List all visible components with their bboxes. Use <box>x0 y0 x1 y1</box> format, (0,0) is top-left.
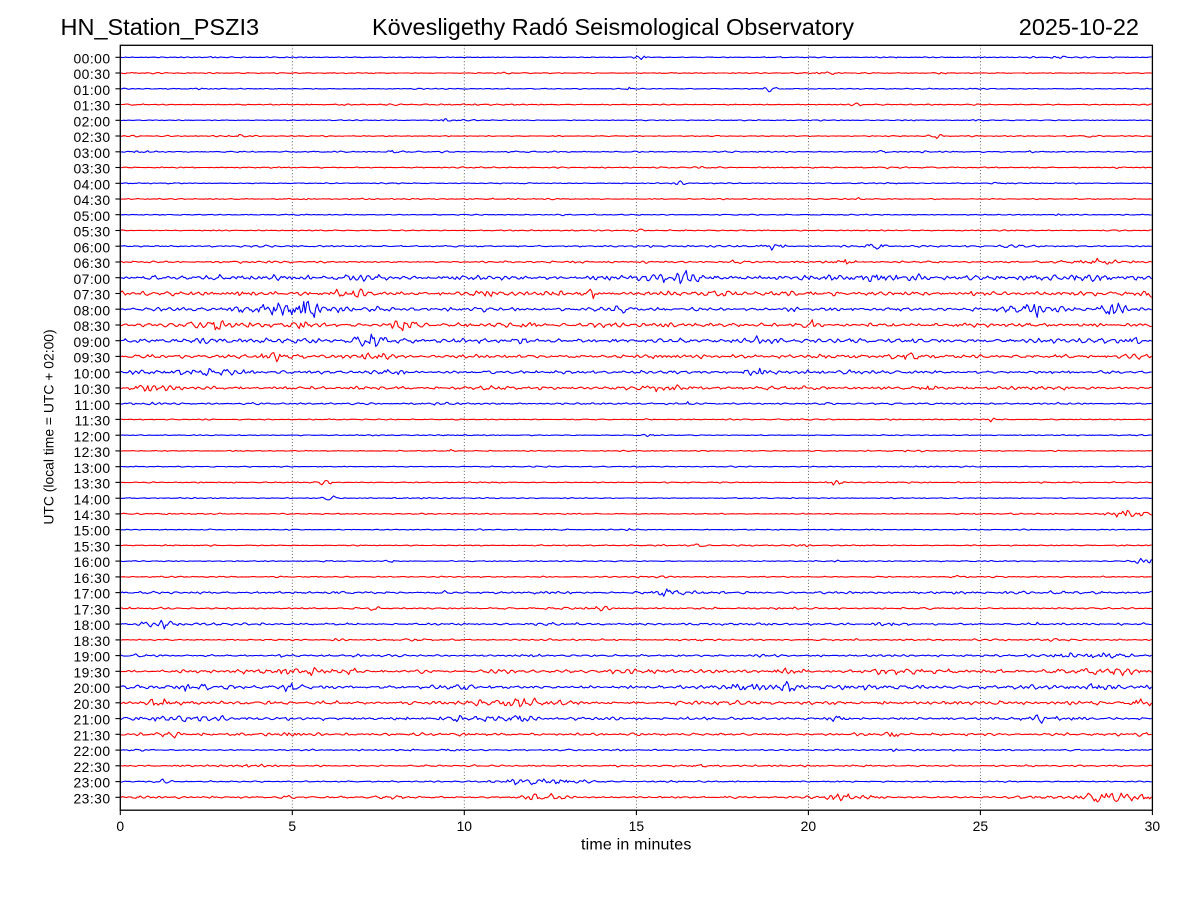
svg-text:02:00: 02:00 <box>73 113 110 129</box>
svg-text:5: 5 <box>288 818 296 834</box>
svg-text:09:00: 09:00 <box>73 334 110 350</box>
svg-text:time in minutes: time in minutes <box>581 837 692 854</box>
svg-text:10:30: 10:30 <box>73 381 110 397</box>
svg-text:11:00: 11:00 <box>75 397 111 413</box>
svg-text:06:30: 06:30 <box>73 255 110 271</box>
svg-text:13:30: 13:30 <box>73 476 110 492</box>
svg-text:02:30: 02:30 <box>73 129 110 145</box>
svg-text:16:30: 16:30 <box>73 570 110 586</box>
svg-text:15:30: 15:30 <box>73 539 110 555</box>
svg-text:07:00: 07:00 <box>73 271 110 287</box>
svg-text:08:30: 08:30 <box>73 318 110 334</box>
svg-text:05:30: 05:30 <box>73 224 110 240</box>
svg-text:07:30: 07:30 <box>73 287 110 303</box>
svg-text:21:00: 21:00 <box>73 712 110 728</box>
svg-text:15:00: 15:00 <box>73 523 110 539</box>
svg-text:22:30: 22:30 <box>73 759 110 775</box>
svg-text:15: 15 <box>629 818 645 834</box>
svg-text:Kövesligethy Radó Seismologica: Kövesligethy Radó Seismological Observat… <box>372 14 854 40</box>
svg-text:20:00: 20:00 <box>73 680 110 696</box>
svg-text:12:30: 12:30 <box>73 444 110 460</box>
svg-text:14:00: 14:00 <box>73 491 110 507</box>
svg-text:10: 10 <box>457 818 473 834</box>
svg-text:03:00: 03:00 <box>73 145 110 161</box>
svg-text:20: 20 <box>801 818 817 834</box>
svg-text:18:30: 18:30 <box>73 633 110 649</box>
svg-text:05:00: 05:00 <box>73 208 110 224</box>
svg-text:00:30: 00:30 <box>73 66 110 82</box>
svg-text:17:00: 17:00 <box>73 586 110 602</box>
svg-text:22:00: 22:00 <box>73 743 110 759</box>
svg-text:21:30: 21:30 <box>73 727 110 743</box>
svg-text:13:00: 13:00 <box>73 460 110 476</box>
svg-text:03:30: 03:30 <box>73 161 110 177</box>
svg-text:12:00: 12:00 <box>73 428 110 444</box>
svg-text:16:00: 16:00 <box>73 554 110 570</box>
svg-text:19:30: 19:30 <box>73 664 110 680</box>
svg-text:06:00: 06:00 <box>73 239 110 255</box>
svg-text:01:30: 01:30 <box>73 98 110 114</box>
svg-text:0: 0 <box>116 818 124 834</box>
svg-text:14:30: 14:30 <box>73 507 110 523</box>
svg-text:04:00: 04:00 <box>73 176 110 192</box>
svg-text:30: 30 <box>1145 818 1161 834</box>
svg-text:20:30: 20:30 <box>73 696 110 712</box>
svg-text:2025-10-22: 2025-10-22 <box>1019 14 1139 40</box>
svg-text:25: 25 <box>973 818 989 834</box>
svg-text:10:00: 10:00 <box>73 365 110 381</box>
svg-text:00:00: 00:00 <box>73 50 110 66</box>
svg-text:HN_Station_PSZI3: HN_Station_PSZI3 <box>61 14 260 40</box>
svg-text:17:30: 17:30 <box>73 602 110 618</box>
svg-text:01:00: 01:00 <box>73 82 110 98</box>
svg-text:23:00: 23:00 <box>73 775 110 791</box>
svg-text:09:30: 09:30 <box>73 350 110 366</box>
svg-text:11:30: 11:30 <box>75 413 111 429</box>
svg-text:19:00: 19:00 <box>73 649 110 665</box>
svg-text:08:00: 08:00 <box>73 302 110 318</box>
svg-text:23:30: 23:30 <box>73 790 110 806</box>
svg-text:04:30: 04:30 <box>73 192 110 208</box>
svg-text:UTC (local time = UTC + 02:00): UTC (local time = UTC + 02:00) <box>41 329 57 524</box>
svg-text:18:00: 18:00 <box>73 617 110 633</box>
